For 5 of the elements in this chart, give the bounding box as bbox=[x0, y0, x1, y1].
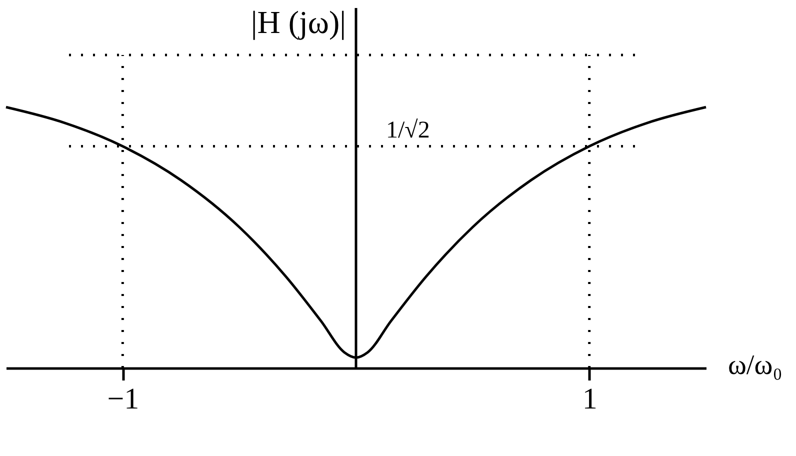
x-axis-title: ω/ω₀ bbox=[728, 350, 782, 381]
y-axis-title: |H (jω)| bbox=[250, 4, 346, 40]
x-tick-label: 1 bbox=[582, 382, 598, 416]
x-tick-label: −1 bbox=[107, 382, 140, 416]
ref-line-label: 1/√2 bbox=[386, 117, 430, 144]
